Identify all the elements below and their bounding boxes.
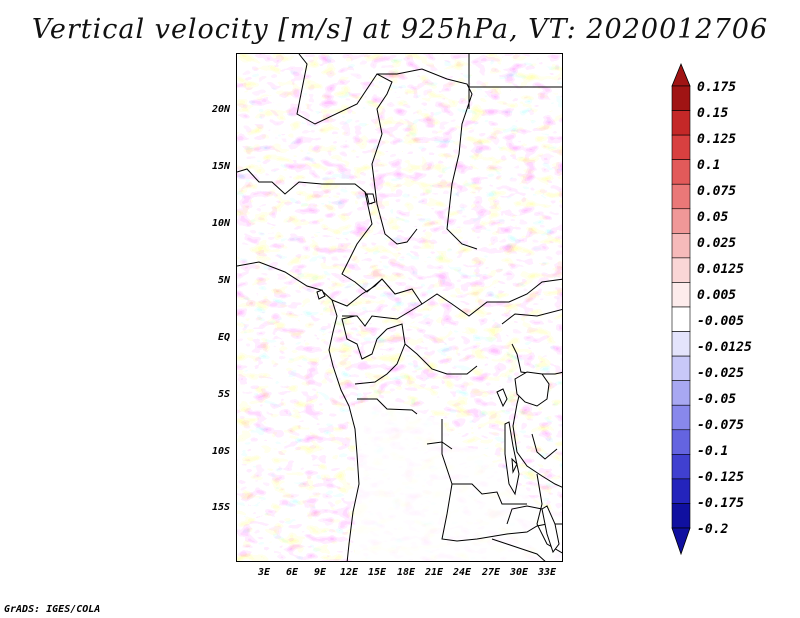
colorbar-cell bbox=[671, 429, 691, 455]
map-plot-area bbox=[236, 53, 563, 562]
lake-chad bbox=[366, 193, 376, 205]
colorbar-cell bbox=[671, 110, 691, 136]
lake-tanganyika bbox=[504, 421, 520, 496]
lon-label: 30E bbox=[509, 567, 529, 578]
calm-region bbox=[355, 399, 562, 561]
lon-label: 27E bbox=[481, 567, 501, 578]
colorbar-label: 0.05 bbox=[697, 210, 729, 225]
colorbar-cell bbox=[671, 183, 691, 210]
colorbar-cell bbox=[671, 380, 691, 406]
colorbar-label: -0.005 bbox=[697, 314, 744, 329]
colorbar-label: -0.125 bbox=[697, 470, 744, 485]
colorbar-cell bbox=[671, 404, 691, 431]
colorbar-label: 0.15 bbox=[697, 106, 729, 121]
country-borders bbox=[237, 54, 562, 561]
colorbar-label: -0.05 bbox=[697, 392, 737, 407]
lat-label: 15S bbox=[211, 502, 230, 513]
lon-label: 15E bbox=[367, 567, 387, 578]
colorbar-label: 0.005 bbox=[697, 288, 737, 303]
colorbar-cell bbox=[671, 282, 691, 308]
lon-label: 24E bbox=[452, 567, 472, 578]
colorbar bbox=[671, 62, 691, 556]
lon-label: 9E bbox=[313, 567, 327, 578]
lon-label: 3E bbox=[257, 567, 271, 578]
colorbar-cell bbox=[671, 306, 691, 332]
colorbar-cell bbox=[671, 454, 691, 480]
lat-label: 5S bbox=[217, 389, 230, 400]
colorbar-cell bbox=[671, 503, 691, 529]
colorbar-bottom-arrow bbox=[671, 527, 691, 556]
colorbar-label: -0.0125 bbox=[697, 340, 752, 355]
lon-label: 33E bbox=[537, 567, 557, 578]
colorbar-cell bbox=[671, 85, 691, 111]
lake-mweru bbox=[511, 457, 518, 474]
lakes bbox=[316, 193, 560, 554]
colorbar-cell bbox=[671, 159, 691, 185]
colorbar-label: 0.1 bbox=[697, 158, 721, 173]
colorbar-label: 0.025 bbox=[697, 236, 737, 251]
colorbar-cell bbox=[671, 331, 691, 357]
colorbar-top-arrow bbox=[671, 62, 691, 87]
colorbar-cell bbox=[671, 134, 691, 160]
colorbar-label: 0.125 bbox=[697, 132, 737, 147]
colorbar-cell bbox=[671, 355, 691, 381]
colorbar-cell bbox=[671, 233, 691, 259]
colorbar-label: 0.175 bbox=[697, 80, 737, 95]
colorbar-cell bbox=[671, 257, 691, 283]
lat-label: 10N bbox=[211, 218, 230, 229]
lat-label: EQ bbox=[217, 332, 230, 343]
lat-label: 15N bbox=[211, 161, 230, 172]
lat-label: 20N bbox=[211, 104, 230, 115]
lon-label: 18E bbox=[396, 567, 416, 578]
colorbar-cell bbox=[671, 208, 691, 234]
lon-label: 21E bbox=[424, 567, 444, 578]
velocity-field bbox=[237, 54, 562, 561]
lake-victoria bbox=[514, 371, 550, 407]
grads-credit: GrADS: IGES/COLA bbox=[4, 604, 101, 615]
colorbar-label: -0.175 bbox=[697, 496, 744, 511]
lon-label: 12E bbox=[339, 567, 359, 578]
colorbar-label: -0.025 bbox=[697, 366, 744, 381]
lat-label: 10S bbox=[211, 446, 230, 457]
lat-label: 5N bbox=[217, 275, 230, 286]
bioko-island bbox=[316, 289, 326, 300]
colorbar-label: -0.1 bbox=[697, 444, 729, 459]
lake-albert bbox=[496, 388, 508, 408]
colorbar-label: 0.075 bbox=[697, 184, 737, 199]
colorbar-label: -0.2 bbox=[697, 522, 729, 537]
colorbar-cell bbox=[671, 478, 691, 504]
colorbar-label: -0.075 bbox=[697, 418, 744, 433]
lon-label: 6E bbox=[285, 567, 299, 578]
colorbar-label: 0.0125 bbox=[697, 262, 744, 277]
map-title: Vertical velocity [m/s] at 925hPa, VT: 2… bbox=[31, 14, 769, 45]
lake-malawi bbox=[541, 505, 560, 554]
